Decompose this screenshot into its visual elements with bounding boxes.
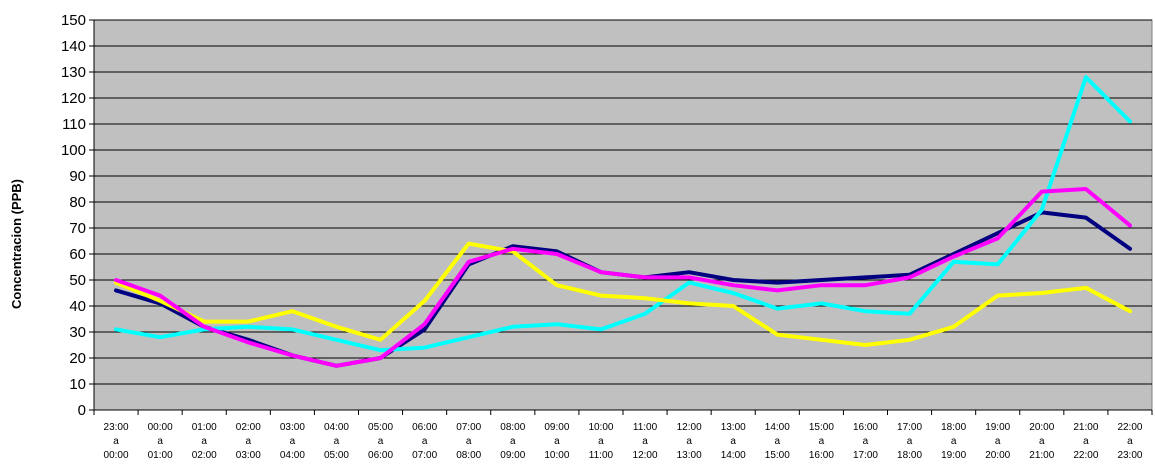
x-tick-label: 13:00 a 14:00 bbox=[721, 422, 746, 461]
y-tick-label: 110 bbox=[62, 116, 86, 133]
y-tick-label: 120 bbox=[61, 90, 86, 107]
series-line-2 bbox=[114, 75, 1132, 353]
x-tick-label: 22:00 a 23:00 bbox=[1117, 422, 1142, 461]
x-tick-label: 09:00 a 10:00 bbox=[544, 422, 569, 461]
y-tick-label: 100 bbox=[61, 142, 86, 159]
series-line-3 bbox=[114, 241, 1132, 347]
x-tick-label: 03:00 a 04:00 bbox=[280, 422, 305, 461]
y-tick-label: 20 bbox=[69, 350, 86, 367]
x-tick-label: 19:00 a 20:00 bbox=[985, 422, 1010, 461]
x-tick-label: 23:00 a 00:00 bbox=[104, 422, 129, 461]
y-tick-label: 80 bbox=[69, 194, 86, 211]
series-line-4 bbox=[114, 187, 1132, 368]
y-tick-label: 10 bbox=[69, 376, 86, 393]
y-tick-label: 130 bbox=[61, 64, 86, 81]
x-tick-label: 01:00 a 02:00 bbox=[192, 422, 217, 461]
x-tick-label: 10:00 a 11:00 bbox=[588, 422, 613, 461]
x-tick-label: 12:00 a 13:00 bbox=[677, 422, 702, 461]
y-tick-label: 150 bbox=[61, 12, 86, 29]
x-tick-label: 20:00 a 21:00 bbox=[1029, 422, 1054, 461]
y-axis-title: Concentracion (PPB) bbox=[9, 179, 24, 309]
x-tick-label: 05:00 a 06:00 bbox=[368, 422, 393, 461]
x-tick-label: 04:00 a 05:00 bbox=[324, 422, 349, 461]
y-tick-label: 90 bbox=[69, 168, 86, 185]
y-tick-label: 30 bbox=[69, 324, 86, 341]
x-tick-label: 11:00 a 12:00 bbox=[633, 422, 658, 461]
y-tick-label: 140 bbox=[61, 38, 86, 55]
x-tick-label: 15:00 a 16:00 bbox=[809, 422, 834, 461]
plot-area bbox=[93, 19, 1153, 411]
y-axis-title-group: Concentracion (PPB) bbox=[9, 179, 24, 309]
x-tick-label: 16:00 a 17:00 bbox=[853, 422, 878, 461]
y-tick-label: 50 bbox=[69, 272, 86, 289]
y-tick-label: 0 bbox=[78, 402, 86, 419]
x-tick-label: 21:00 a 22:00 bbox=[1073, 422, 1098, 461]
x-tick-label: 18:00 a 19:00 bbox=[941, 422, 966, 461]
y-tick-label: 40 bbox=[69, 298, 86, 315]
y-tick-label: 70 bbox=[69, 220, 86, 237]
x-tick-label: 17:00 a 18:00 bbox=[897, 422, 922, 461]
x-tick-label: 08:00 a 09:00 bbox=[500, 422, 525, 461]
y-tick-label: 60 bbox=[69, 246, 86, 263]
x-tick-label: 00:00 a 01:00 bbox=[148, 422, 173, 461]
x-tick-label: 07:00 a 08:00 bbox=[456, 422, 481, 461]
x-tick-label: 02:00 a 03:00 bbox=[236, 422, 261, 461]
x-tick-label: 14:00 a 15:00 bbox=[765, 422, 790, 461]
x-tick-label: 06:00 a 07:00 bbox=[412, 422, 437, 461]
